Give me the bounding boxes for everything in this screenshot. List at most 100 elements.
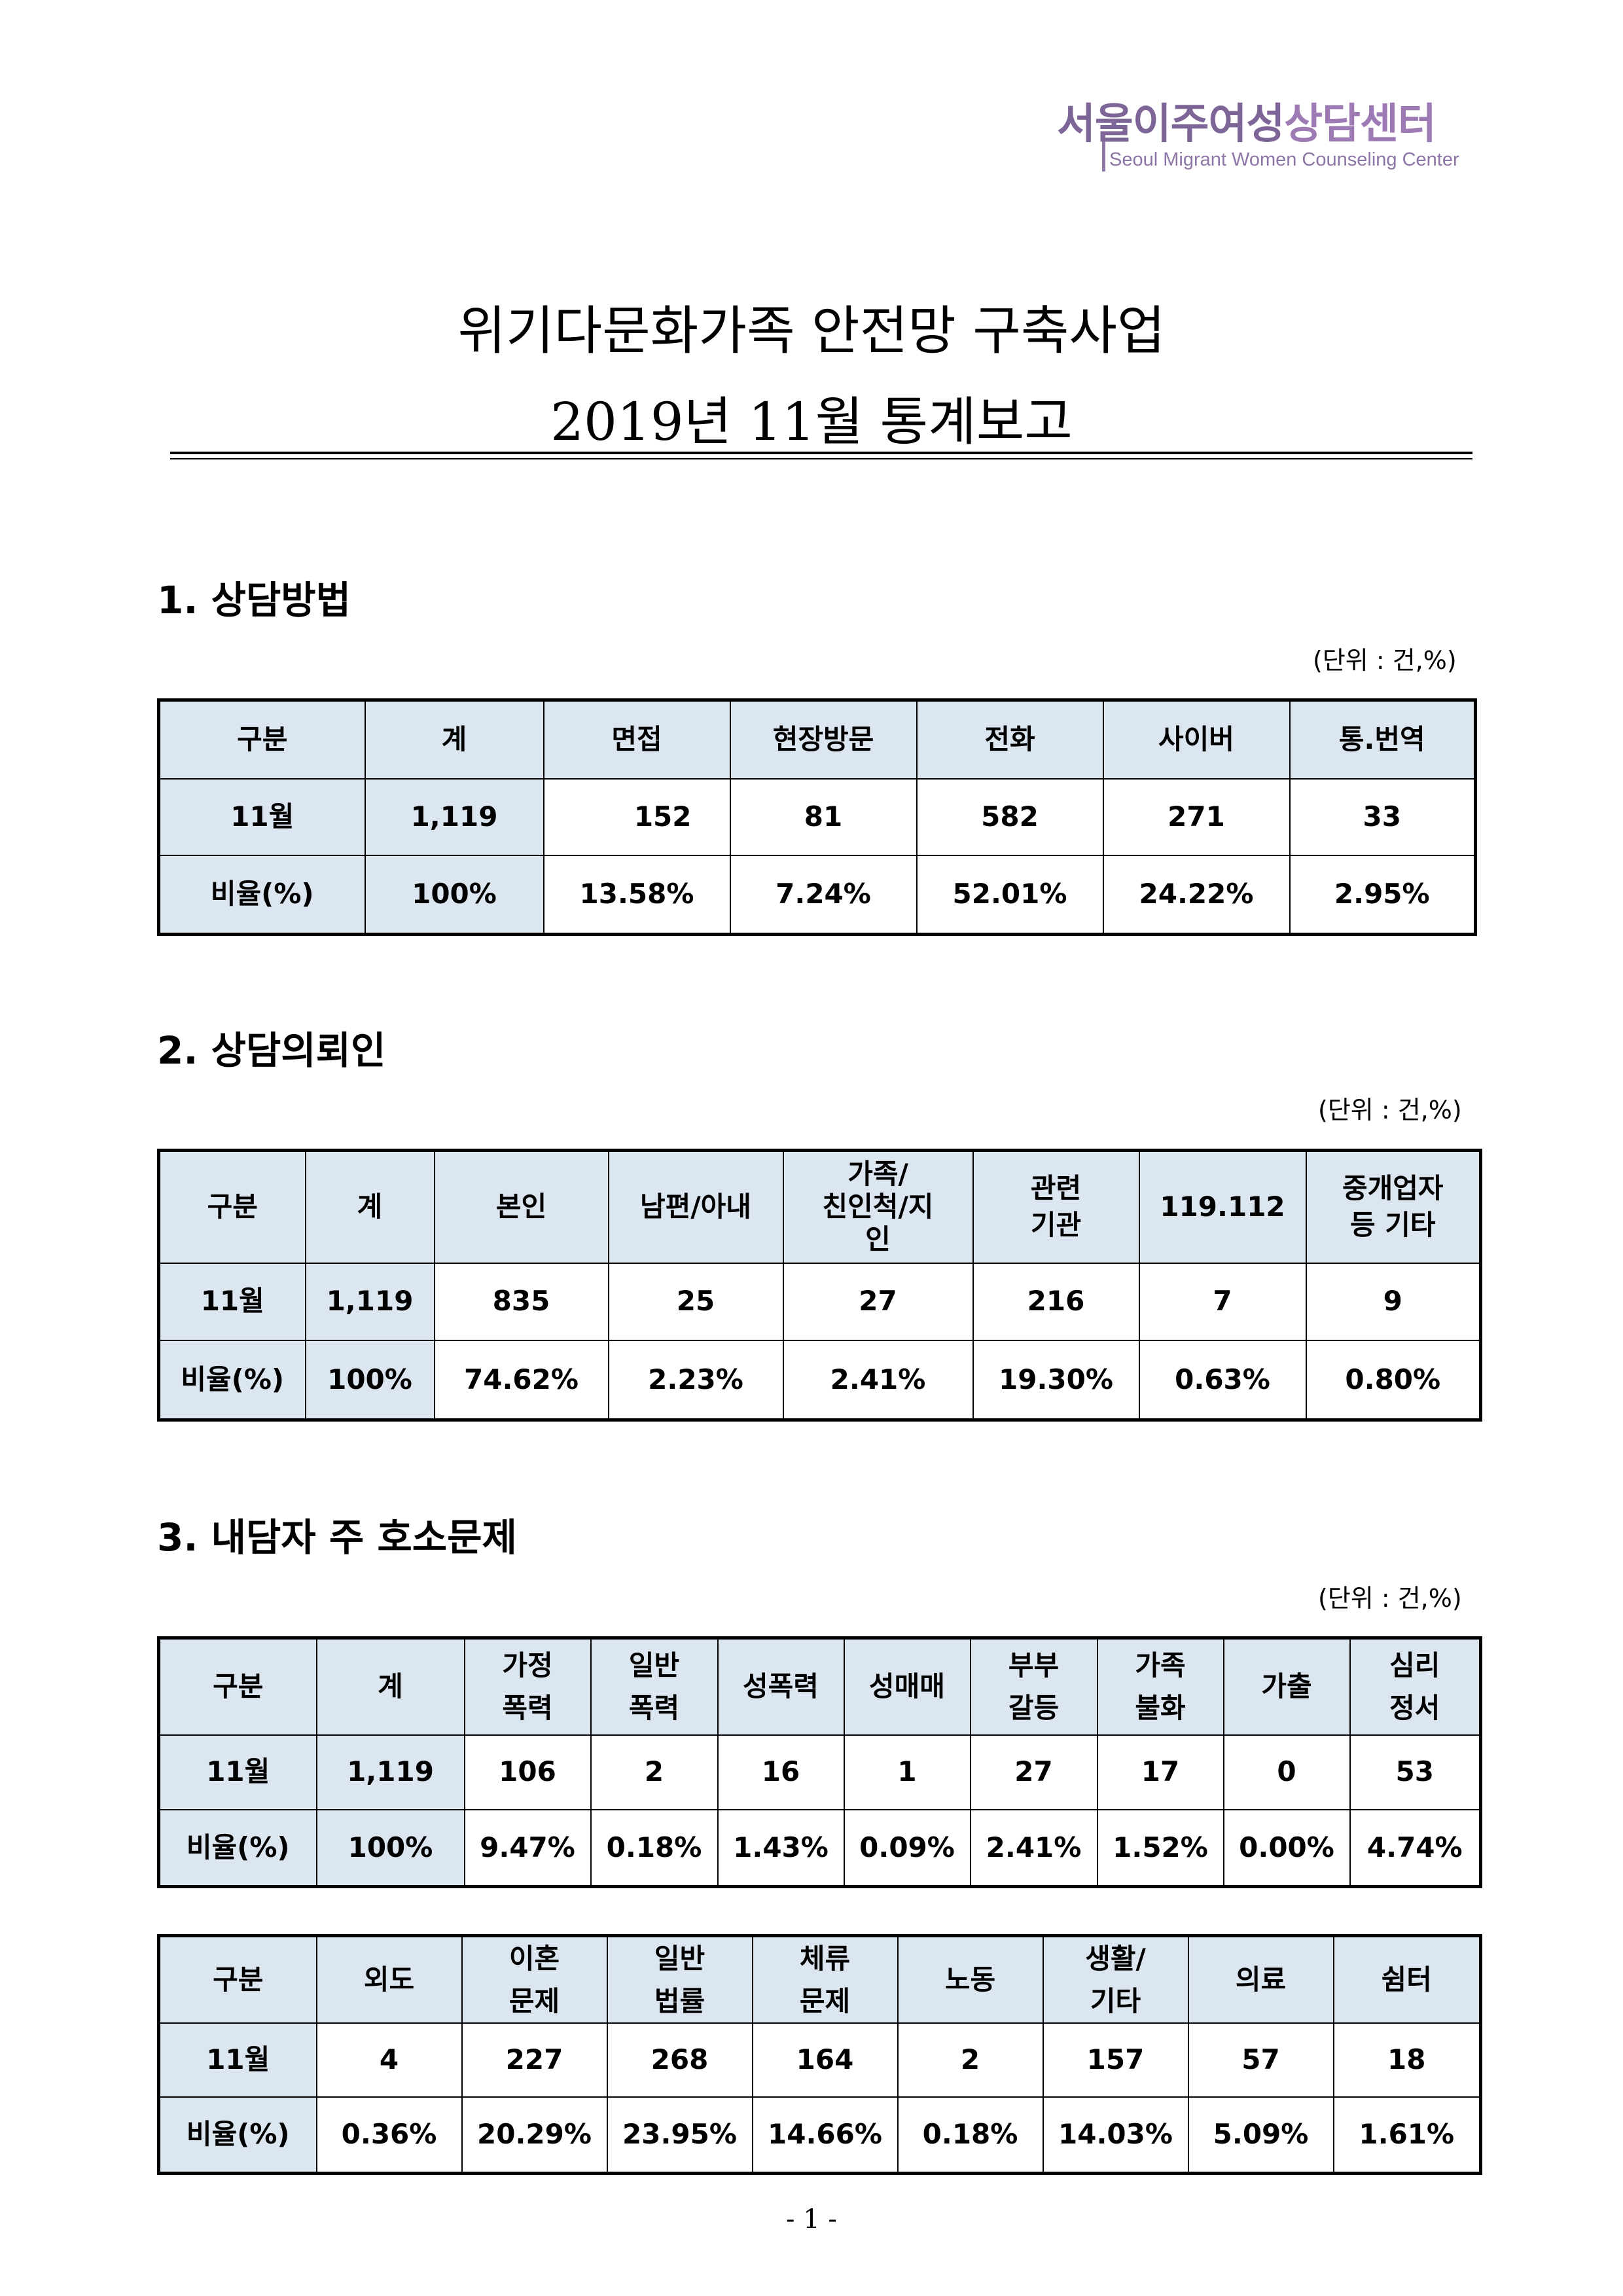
table-cell: 0 [1222, 1734, 1351, 1811]
section-2-unit: (단위 : 건,%) [1318, 1096, 1462, 1124]
table-cell: 9.47% [463, 1809, 592, 1888]
table-cell: 74.62% [433, 1339, 609, 1421]
table-cell: 14.66% [751, 2096, 899, 2174]
header-cell: 외도 [315, 1935, 463, 2024]
table-cell: 216 [972, 1262, 1140, 1341]
table-cell: 1 [843, 1734, 971, 1811]
row-label: 11월 [158, 2022, 317, 2098]
table-cell: 18 [1332, 2022, 1482, 2098]
table-cell: 81 [729, 778, 918, 857]
table-cell: 19.30% [972, 1339, 1140, 1421]
table-cell: 0.63% [1138, 1339, 1307, 1421]
table-cell: 2.95% [1289, 855, 1476, 935]
table-cell: 2.41% [969, 1809, 1098, 1888]
table-cell: 1,119 [315, 1734, 465, 1811]
table-cell: 17 [1096, 1734, 1224, 1811]
header-cell: 구분 [158, 1637, 317, 1736]
table-cell: 7.24% [729, 855, 918, 935]
header-cell: 일반 법률 [606, 1935, 753, 2024]
header-cell: 구분 [158, 1149, 306, 1264]
table-cell: 53 [1349, 1734, 1482, 1811]
document-subtitle: 2019년 11월 통계보고 [550, 391, 1073, 452]
header-cell: 가출 [1222, 1637, 1351, 1736]
header-cell: 생활/ 기타 [1042, 1935, 1189, 2024]
table-cell: 9 [1305, 1262, 1482, 1341]
table-cell: 271 [1102, 778, 1291, 857]
header-cell: 전화 [916, 699, 1104, 780]
header-cell: 심리 정서 [1349, 1637, 1482, 1736]
table-header-row: 구분 계 본인 남편/아내 가족/ 친인척/지 인 관련 기관 119.112 … [158, 1149, 1482, 1264]
header-cell: 관련 기관 [972, 1149, 1140, 1264]
table-cell: 1.43% [717, 1809, 845, 1888]
header-cell: 중개업자 등 기타 [1305, 1149, 1482, 1264]
table-row: 11월 4 227 268 164 2 157 57 18 [158, 2022, 1482, 2098]
header-cell: 계 [304, 1149, 435, 1264]
row-label: 비율(%) [158, 1809, 317, 1888]
row-label: 비율(%) [158, 2096, 317, 2174]
document-title: 위기다문화가족 안전망 구축사업 [457, 300, 1166, 361]
header-cell: 구분 [158, 699, 366, 780]
header-cell: 의료 [1187, 1935, 1334, 2024]
header-cell: 남편/아내 [607, 1149, 784, 1264]
table-cell: 27 [782, 1262, 974, 1341]
header-cell: 가족/ 친인척/지 인 [782, 1149, 974, 1264]
header-cell: 계 [364, 699, 544, 780]
table-row: 11월 1,119 152 81 582 271 33 [158, 778, 1476, 857]
section-1-unit: (단위 : 건,%) [1313, 646, 1457, 675]
table-cell: 0.80% [1305, 1339, 1482, 1421]
page-number: - 1 - [786, 2204, 837, 2234]
row-label: 비율(%) [158, 855, 366, 935]
header-cell: 성폭력 [717, 1637, 845, 1736]
table-cell: 52.01% [916, 855, 1104, 935]
table-cell: 16 [717, 1734, 845, 1811]
table-cell: 14.03% [1042, 2096, 1189, 2174]
header-cell: 현장방문 [729, 699, 918, 780]
table-header-row: 구분 계 가정 폭력 일반 폭력 성폭력 성매매 부부 갈등 가족 불화 가출 … [158, 1637, 1482, 1736]
title-underline [170, 452, 1472, 454]
table-header-row: 구분 외도 이혼 문제 일반 법률 체류 문제 노동 생활/ 기타 의료 쉼터 [158, 1935, 1482, 2024]
table-cell: 2.41% [782, 1339, 974, 1421]
table-cell: 57 [1187, 2022, 1334, 2098]
table-cell: 1.52% [1096, 1809, 1224, 1888]
section-1-heading: 1. 상담방법 [157, 578, 351, 622]
table-cell: 4.74% [1349, 1809, 1482, 1888]
header-cell: 이혼 문제 [461, 1935, 608, 2024]
row-label: 11월 [158, 1734, 317, 1811]
table-cell: 13.58% [543, 855, 731, 935]
header-cell: 본인 [433, 1149, 609, 1264]
section-3-unit: (단위 : 건,%) [1318, 1584, 1462, 1613]
logo-english: Seoul Migrant Women Counseling Center [1109, 149, 1459, 170]
table-cell: 0.09% [843, 1809, 971, 1888]
table-cell: 835 [433, 1262, 609, 1341]
table-cell: 106 [463, 1734, 592, 1811]
table-header-row: 구분 계 면접 현장방문 전화 사이버 통.번역 [158, 699, 1476, 780]
table-row: 11월 1,119 835 25 27 216 7 9 [158, 1262, 1482, 1341]
table-cell: 2.23% [607, 1339, 784, 1421]
table-cell: 2 [590, 1734, 719, 1811]
header-cell: 119.112 [1138, 1149, 1307, 1264]
header-cell: 통.번역 [1289, 699, 1476, 780]
table-cell: 152 [543, 778, 731, 857]
header-cell: 가족 불화 [1096, 1637, 1224, 1736]
table-cell: 1,119 [364, 778, 544, 857]
section-2-table: 구분 계 본인 남편/아내 가족/ 친인척/지 인 관련 기관 119.112 … [157, 1149, 1482, 1422]
center-logo: 서울이주여성상담센터 Seoul Migrant Women Counselin… [1057, 100, 1459, 175]
table-row: 11월 1,119 106 2 16 1 27 17 0 53 [158, 1734, 1482, 1811]
table-cell: 27 [969, 1734, 1098, 1811]
table-cell: 157 [1042, 2022, 1189, 2098]
header-cell: 계 [315, 1637, 465, 1736]
table-cell: 20.29% [461, 2096, 608, 2174]
table-row: 비율(%) 100% 13.58% 7.24% 52.01% 24.22% 2.… [158, 855, 1476, 935]
table-cell: 268 [606, 2022, 753, 2098]
table-row: 비율(%) 100% 74.62% 2.23% 2.41% 19.30% 0.6… [158, 1339, 1482, 1421]
title-underline-thin [170, 458, 1472, 459]
header-cell: 체류 문제 [751, 1935, 899, 2024]
table-cell: 4 [315, 2022, 463, 2098]
header-cell: 구분 [158, 1935, 317, 2024]
logo-korean: 서울이주여성상담센터 [1057, 100, 1436, 149]
table-cell: 0.00% [1222, 1809, 1351, 1888]
table-cell: 0.18% [897, 2096, 1044, 2174]
table-cell: 2 [897, 2022, 1044, 2098]
table-cell: 227 [461, 2022, 608, 2098]
table-cell: 24.22% [1102, 855, 1291, 935]
